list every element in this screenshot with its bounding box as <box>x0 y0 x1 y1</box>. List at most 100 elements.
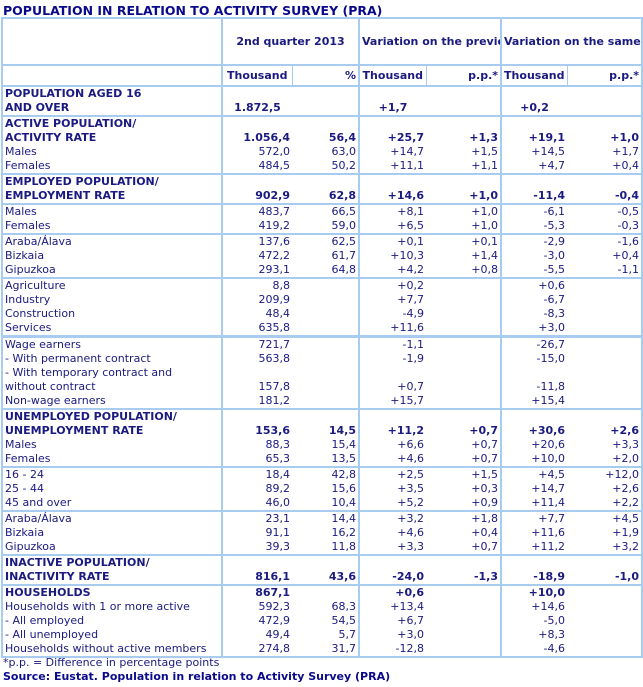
value-cell: +11,4 <box>500 496 567 511</box>
table-row: Gipuzkoa 39,3 11,8 +3,3 +0,7 +11,2 +3,2 <box>1 540 643 555</box>
value-cell: 293,1 <box>221 263 292 278</box>
value-cell: 1.056,4 <box>221 131 292 145</box>
value-cell: -1,6 <box>567 233 643 249</box>
header-pp: p.p.* <box>566 64 643 87</box>
value-cell: -0,5 <box>567 203 643 219</box>
value-cell: -1,9 <box>358 352 426 366</box>
value-cell: +14,7 <box>500 482 567 496</box>
value-cell: 13,5 <box>292 452 360 467</box>
value-cell: 62,8 <box>292 189 360 204</box>
table-row: Araba/Álava 23,1 14,4 +3,2 +1,8 +7,7 +4,… <box>1 510 643 526</box>
value-cell: 10,4 <box>292 496 360 511</box>
table-row: Households with 1 or more active 592,3 6… <box>1 600 643 614</box>
row-label: Non-wage earners <box>1 394 223 409</box>
value-cell: +13,4 <box>358 600 426 614</box>
value-cell: 16,2 <box>292 526 360 540</box>
row-label: Males <box>1 438 223 452</box>
value-cell: +0,7 <box>426 452 502 467</box>
value-cell: 563,8 <box>221 352 292 366</box>
table-row: 25 - 44 89,2 15,6 +3,5 +0,3 +14,7 +2,6 <box>1 482 643 496</box>
value-cell: +4,5 <box>567 510 643 526</box>
value-cell: +0,7 <box>426 540 502 555</box>
table-row: HOUSEHOLDS 867,1 +0,6 +10,0 <box>1 584 643 600</box>
value-cell: 153,6 <box>221 424 292 438</box>
pra-table: 2nd quarter 2013 Variation on the previo… <box>1 17 643 658</box>
row-label: - With permanent contract <box>1 352 223 366</box>
value-cell: 66,5 <box>292 203 360 219</box>
value-cell: +1,9 <box>567 526 643 540</box>
header-thousand: Thousand <box>358 64 427 87</box>
row-label: Males <box>1 203 223 219</box>
row-label: Households with 1 or more active <box>1 600 223 614</box>
value-cell: +8,3 <box>500 628 567 642</box>
value-cell: +4,5 <box>500 466 567 482</box>
value-cell: +1,8 <box>426 510 502 526</box>
row-label: Females <box>1 219 223 234</box>
value-cell: -1,0 <box>567 570 643 585</box>
value-cell: +1,1 <box>426 159 502 174</box>
value-cell: 274,8 <box>221 642 292 658</box>
value-cell: +2,6 <box>567 482 643 496</box>
table-row: Males 483,7 66,5 +8,1 +1,0 -6,1 -0,5 <box>1 203 643 219</box>
value-cell: -1,1 <box>567 263 643 278</box>
value-cell: 721,7 <box>221 335 292 352</box>
row-label: Construction <box>1 307 223 321</box>
table-row: Bizkaia 91,1 16,2 +4,6 +0,4 +11,6 +1,9 <box>1 526 643 540</box>
value-cell: +3,0 <box>358 628 426 642</box>
value-cell: +12,0 <box>567 466 643 482</box>
value-cell: 56,4 <box>292 131 360 145</box>
header-group-prev-quarter: Variation on the previous quarter <box>358 17 502 66</box>
row-label: ACTIVE POPULATION/ <box>1 115 223 131</box>
value-cell: +14,6 <box>500 600 567 614</box>
value-cell: +1,5 <box>426 466 502 482</box>
value-cell: -6,1 <box>500 203 567 219</box>
row-label: Bizkaia <box>1 526 223 540</box>
value-cell: 91,1 <box>221 526 292 540</box>
value-cell: 14,4 <box>292 510 360 526</box>
value-cell: 484,5 <box>221 159 292 174</box>
value-cell: -26,7 <box>500 335 567 352</box>
header-thousand: Thousand <box>221 64 293 87</box>
value-cell: +0,4 <box>567 159 643 174</box>
value-cell: +14,7 <box>358 145 426 159</box>
value-cell: +0,7 <box>426 424 502 438</box>
header-row-units: Thousand % Thousand p.p.* Thousand p.p.* <box>1 64 643 87</box>
value-cell: +11,6 <box>358 321 426 337</box>
value-cell: -5,5 <box>500 263 567 278</box>
table-row: 45 and over 46,0 10,4 +5,2 +0,9 +11,4 +2… <box>1 496 643 511</box>
value-cell: 635,8 <box>221 321 292 337</box>
row-label: - With temporary contract and <box>1 366 223 380</box>
table-row: Females 484,5 50,2 +11,1 +1,1 +4,7 +0,4 <box>1 159 643 174</box>
value-cell: -6,7 <box>500 293 567 307</box>
row-label: - All employed <box>1 614 223 628</box>
value-cell: 18,4 <box>221 466 292 482</box>
header-row-groups: 2nd quarter 2013 Variation on the previo… <box>1 17 643 66</box>
table-row: - With temporary contract and <box>1 366 643 380</box>
value-cell: +0,2 <box>500 101 567 116</box>
value-cell: 54,5 <box>292 614 360 628</box>
value-cell: 63,0 <box>292 145 360 159</box>
row-label: Females <box>1 159 223 174</box>
header-pp: p.p.* <box>425 64 502 87</box>
row-label: without contract <box>1 380 223 394</box>
value-cell: +20,6 <box>500 438 567 452</box>
value-cell: -1,1 <box>358 335 426 352</box>
value-cell: -3,0 <box>500 249 567 263</box>
value-cell: +3,5 <box>358 482 426 496</box>
value-cell: 8,8 <box>221 277 292 293</box>
value-cell: +25,7 <box>358 131 426 145</box>
value-cell: +6,7 <box>358 614 426 628</box>
value-cell: +15,4 <box>500 394 567 409</box>
value-cell: -5,0 <box>500 614 567 628</box>
value-cell: 472,9 <box>221 614 292 628</box>
table-row: Females 65,3 13,5 +4,6 +0,7 +10,0 +2,0 <box>1 452 643 467</box>
row-label: Services <box>1 321 223 337</box>
table-row: ACTIVE POPULATION/ <box>1 115 643 131</box>
value-cell: 867,1 <box>221 584 292 600</box>
value-cell: 42,8 <box>292 466 360 482</box>
row-label: INACTIVITY RATE <box>1 570 223 585</box>
row-label: Araba/Álava <box>1 233 223 249</box>
table-row: AND OVER 1.872,5 +1,7 +0,2 <box>1 101 643 116</box>
value-cell: +3,3 <box>567 438 643 452</box>
value-cell: +0,4 <box>426 526 502 540</box>
